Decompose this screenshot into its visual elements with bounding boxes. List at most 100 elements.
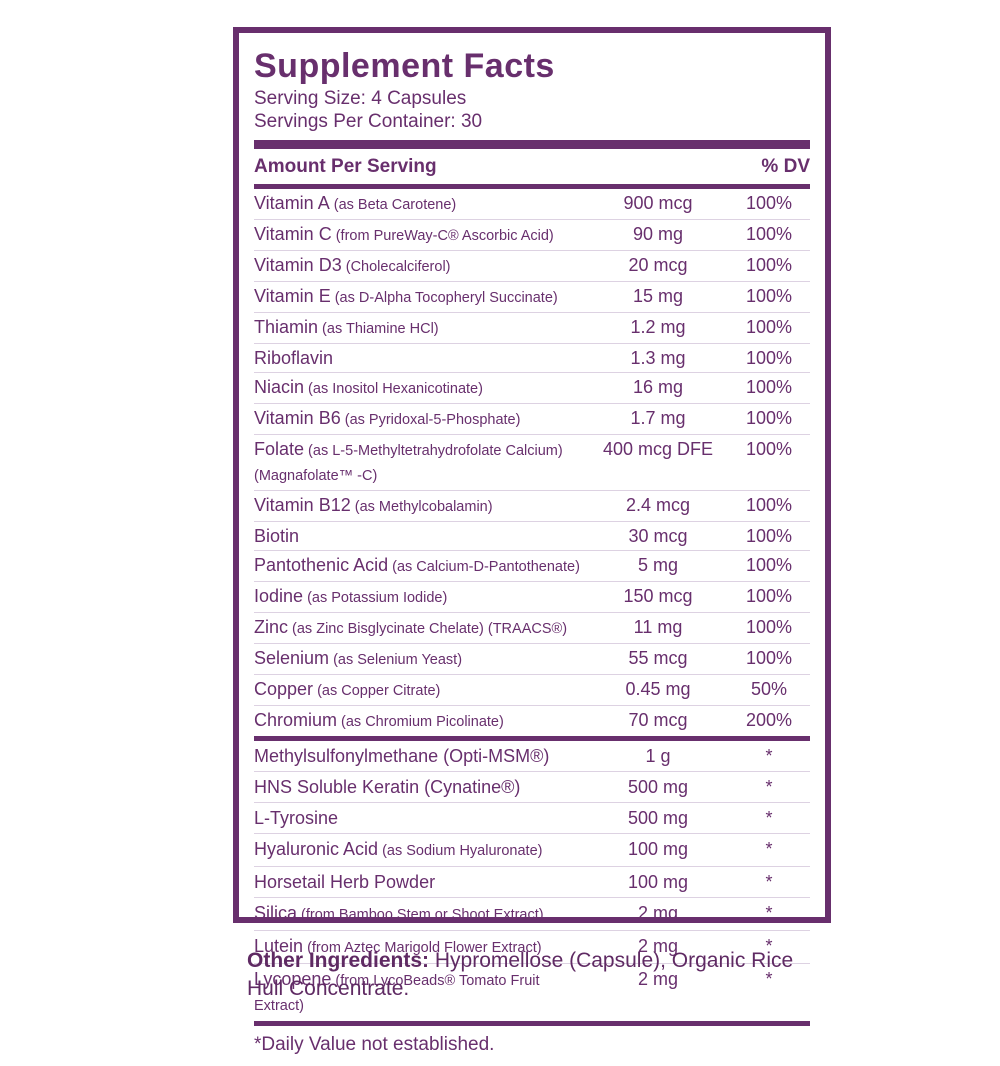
other-ingredients-text: Hypromellose (Capsule), Organic Rice Hul… <box>247 949 794 1000</box>
ingredient-detail: (as Methylcobalamin) <box>350 499 493 515</box>
ingredient-cell: Vitamin E (as D-Alpha Tocopheryl Succina… <box>254 285 588 310</box>
ingredient-cell: Thiamin (as Thiamine HCl) <box>254 316 588 341</box>
ingredient-name: Vitamin D3 <box>254 255 342 275</box>
table-row: Thiamin (as Thiamine HCl) 1.2 mg 100% <box>254 313 810 344</box>
ingredient-name: Thiamin <box>254 317 319 337</box>
ingredient-name: Pantothenic Acid <box>254 555 389 575</box>
dv-cell: 100% <box>745 224 793 244</box>
dv-cell: 100% <box>745 286 793 306</box>
header-percent-dv: % DV <box>761 156 810 177</box>
ingredient-detail: (from Bamboo Stem or Shoot Extract) <box>297 907 544 923</box>
amount-cell: 100 mg <box>627 839 689 859</box>
proprietary-section: Methylsulfonylmethane (Opti-MSM®) 1 g * HNS… <box>254 741 810 1021</box>
dv-cell: 100% <box>745 408 793 428</box>
ingredient-cell: Folate (as L-5-Methyltetrahydrofolate Ca… <box>254 438 588 488</box>
amount-cell: 20 mcg <box>628 255 688 275</box>
table-row: Lutein (from Aztec Marigold Flower Extra… <box>254 931 810 964</box>
ingredient-detail: (as Potassium Iodide) <box>303 590 448 606</box>
dv-cell: 100% <box>745 617 793 637</box>
ingredient-detail: (as Sodium Hyaluronate) <box>378 843 543 859</box>
table-row: Niacin (as Inositol Hexanicotinate) 16 mg… <box>254 373 810 404</box>
ingredient-detail: (as Calcium-D-Pantothenate) <box>388 559 580 575</box>
ingredient-name: Horsetail Herb Powder <box>254 872 436 892</box>
table-row: Vitamin D3 (Cholecalciferol) 20 mcg 100% <box>254 251 810 282</box>
dv-cell: 100% <box>745 586 793 606</box>
divider-thick-top <box>254 140 810 149</box>
dv-cell: 200% <box>745 710 793 730</box>
ingredient-detail: (Cholecalciferol) <box>341 259 451 275</box>
ingredient-detail: (as Zinc Bisglycinate Chelate) (TRAACS®) <box>288 621 568 637</box>
ingredient-cell: Chromium (as Chromium Picolinate) <box>254 709 588 734</box>
ingredient-name: Vitamin B6 <box>254 408 341 428</box>
table-header: Amount Per Serving % DV <box>254 149 810 184</box>
amount-cell: 1.3 mg <box>630 348 686 368</box>
amount-cell: 100 mg <box>627 872 689 892</box>
table-row: L-Tyrosine 500 mg * <box>254 803 810 834</box>
dv-cell: 100% <box>745 439 793 459</box>
dv-cell: * <box>765 839 773 859</box>
ingredient-cell: Silica (from Bamboo Stem or Shoot Extrac… <box>254 902 588 927</box>
amount-cell: 5 mg <box>637 555 679 575</box>
dv-cell: * <box>765 808 773 828</box>
dv-cell: 50% <box>750 679 788 699</box>
ingredient-cell: Methylsulfonylmethane (Opti-MSM®) <box>254 745 588 768</box>
ingredient-name: Vitamin C <box>254 224 332 244</box>
ingredient-name: L-Tyrosine <box>254 808 339 828</box>
dv-cell: 100% <box>745 495 793 515</box>
table-row: Vitamin B12 (as Methylcobalamin) 2.4 mcg 1… <box>254 491 810 522</box>
amount-cell: 2 mg <box>637 936 679 956</box>
ingredient-detail: (as D-Alpha Tocopheryl Succinate) <box>330 290 558 306</box>
ingredient-detail: (from Aztec Marigold Flower Extract) <box>303 940 542 956</box>
divider-mid <box>254 736 810 741</box>
amount-cell: 500 mg <box>627 777 689 797</box>
ingredient-cell: Selenium (as Selenium Yeast) <box>254 647 588 672</box>
dv-cell: 100% <box>745 255 793 275</box>
ingredient-name: Zinc <box>254 617 289 637</box>
table-row: Vitamin C (from PureWay-C® Ascorbic Acid… <box>254 220 810 251</box>
ingredient-name: Copper <box>254 679 314 699</box>
servings-per-container: Servings Per Container: 30 <box>254 111 483 132</box>
amount-cell: 2 mg <box>637 969 679 989</box>
ingredient-name: Biotin <box>254 526 300 546</box>
other-ingredients-label: Other Ingredients: <box>247 949 430 972</box>
serving-size: Serving Size: 4 Capsules <box>254 88 467 109</box>
amount-cell: 90 mg <box>632 224 684 244</box>
table-row: Vitamin B6 (as Pyridoxal-5-Phosphate) 1.7… <box>254 404 810 435</box>
ingredient-cell: Lutein (from Aztec Marigold Flower Extra… <box>254 935 588 960</box>
ingredient-cell: Iodine (as Potassium Iodide) <box>254 585 588 610</box>
amount-cell: 900 mcg <box>623 193 693 213</box>
amount-cell: 2 mg <box>637 903 679 923</box>
other-ingredients: Other Ingredients: Hypromellose (Capsule… <box>247 947 807 1003</box>
ingredient-cell: Niacin (as Inositol Hexanicotinate) <box>254 376 588 401</box>
ingredient-cell: Biotin <box>254 525 588 548</box>
dv-footnote: *Daily Value not established. <box>254 1034 495 1055</box>
table-row: Silica (from Bamboo Stem or Shoot Extrac… <box>254 898 810 931</box>
dv-cell: * <box>765 777 773 797</box>
ingredient-name: Lutein <box>254 936 304 956</box>
ingredient-cell: Vitamin A (as Beta Carotene) <box>254 192 588 217</box>
dv-cell: * <box>765 903 773 923</box>
amount-cell: 70 mcg <box>628 710 688 730</box>
amount-cell: 1.7 mg <box>630 408 686 428</box>
ingredient-name: Iodine <box>254 586 304 606</box>
supplement-facts-panel: Supplement Facts Serving Size: 4 Capsule… <box>233 27 831 1055</box>
dv-cell: * <box>765 969 773 989</box>
ingredient-name: Niacin <box>254 377 305 397</box>
vitamins-minerals-section: Vitamin A (as Beta Carotene) 900 mcg 100% V… <box>254 189 810 736</box>
amount-cell: 1.2 mg <box>630 317 686 337</box>
ingredient-cell: Vitamin C (from PureWay-C® Ascorbic Acid… <box>254 223 588 248</box>
ingredient-name: Selenium <box>254 648 330 668</box>
table-row: Vitamin E (as D-Alpha Tocopheryl Succina… <box>254 282 810 313</box>
ingredient-cell: Vitamin D3 (Cholecalciferol) <box>254 254 588 279</box>
table-row: Pantothenic Acid (as Calcium-D-Pantothen… <box>254 551 810 582</box>
amount-cell: 15 mg <box>632 286 684 306</box>
table-row: Zinc (as Zinc Bisglycinate Chelate) (TRA… <box>254 613 810 644</box>
amount-cell: 16 mg <box>632 377 684 397</box>
ingredient-detail: (as Beta Carotene) <box>329 197 457 213</box>
table-row: Copper (as Copper Citrate) 0.45 mg 50% <box>254 675 810 706</box>
ingredient-detail: (as Selenium Yeast) <box>329 652 463 668</box>
table-row: Hyaluronic Acid (as Sodium Hyaluronate) 1… <box>254 834 810 867</box>
table-row: Selenium (as Selenium Yeast) 55 mcg 100% <box>254 644 810 675</box>
dv-cell: 100% <box>745 377 793 397</box>
ingredient-name: HNS Soluble Keratin (Cynatine®) <box>254 777 521 797</box>
